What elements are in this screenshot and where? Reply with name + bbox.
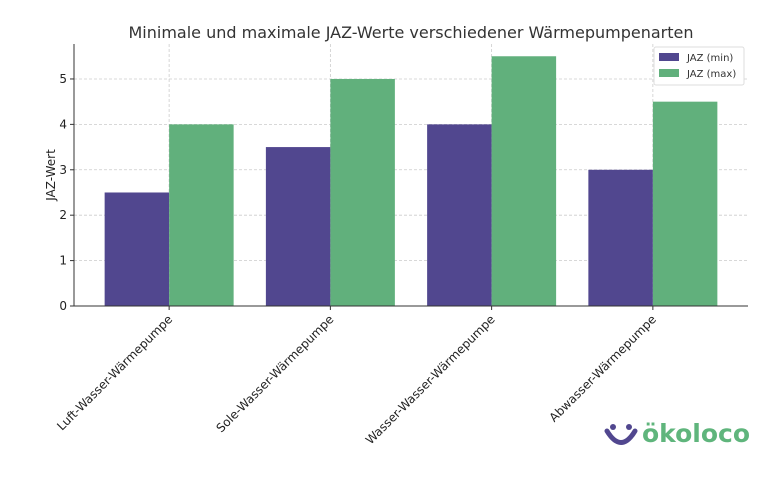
- bar-max: [652, 101, 718, 307]
- axes: [73, 44, 748, 307]
- x-tick-label: Sole-Wasser-Wärmepumpe: [213, 312, 336, 435]
- logo-text: ökoloco: [642, 419, 751, 448]
- legend-label: JAZ (min): [686, 53, 733, 64]
- x-tick-label: Luft-Wasser-Wärmepumpe: [54, 312, 175, 433]
- legend-swatch: [659, 53, 679, 61]
- y-tick-label: 5: [59, 72, 67, 86]
- x-ticks: Luft-Wasser-Wärmepumpe Sole-Wasser-Wärmep…: [54, 306, 659, 447]
- legend-label: JAZ (max): [686, 69, 736, 80]
- legend: JAZ (min) JAZ (max): [653, 46, 745, 86]
- y-axis-label: JAZ-Wert: [44, 149, 58, 202]
- x-tick-label: Abwasser-Wärmepumpe: [547, 312, 659, 424]
- bar-max: [169, 124, 234, 306]
- bar-min: [104, 192, 170, 306]
- bar-min: [265, 147, 331, 306]
- okoloco-logo: ökoloco: [604, 421, 750, 446]
- y-tick-label: 1: [59, 254, 67, 268]
- x-tick-label: Wasser-Wasser-Wärmepumpe: [363, 312, 498, 447]
- y-tick-label: 3: [59, 163, 67, 177]
- bar-min: [588, 169, 653, 306]
- y-tick-label: 4: [59, 117, 67, 131]
- y-tick-label: 0: [59, 299, 67, 313]
- bars: [104, 56, 718, 307]
- bar-max: [491, 56, 557, 306]
- bar-max: [330, 78, 395, 306]
- y-tick-label: 2: [59, 208, 67, 222]
- chart-title: Minimale und maximale JAZ-Werte verschie…: [129, 23, 694, 42]
- smiley-icon: [604, 423, 638, 445]
- y-ticks: 0 1 2 3 4 5: [59, 72, 74, 313]
- bar-min: [427, 124, 492, 306]
- legend-swatch: [659, 69, 679, 77]
